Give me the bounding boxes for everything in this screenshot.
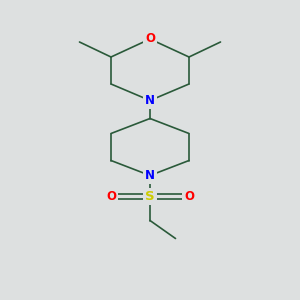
Text: N: N	[145, 169, 155, 182]
Text: O: O	[145, 32, 155, 46]
Text: O: O	[106, 190, 116, 203]
Text: N: N	[145, 94, 155, 107]
Text: S: S	[145, 190, 155, 203]
Text: O: O	[184, 190, 194, 203]
